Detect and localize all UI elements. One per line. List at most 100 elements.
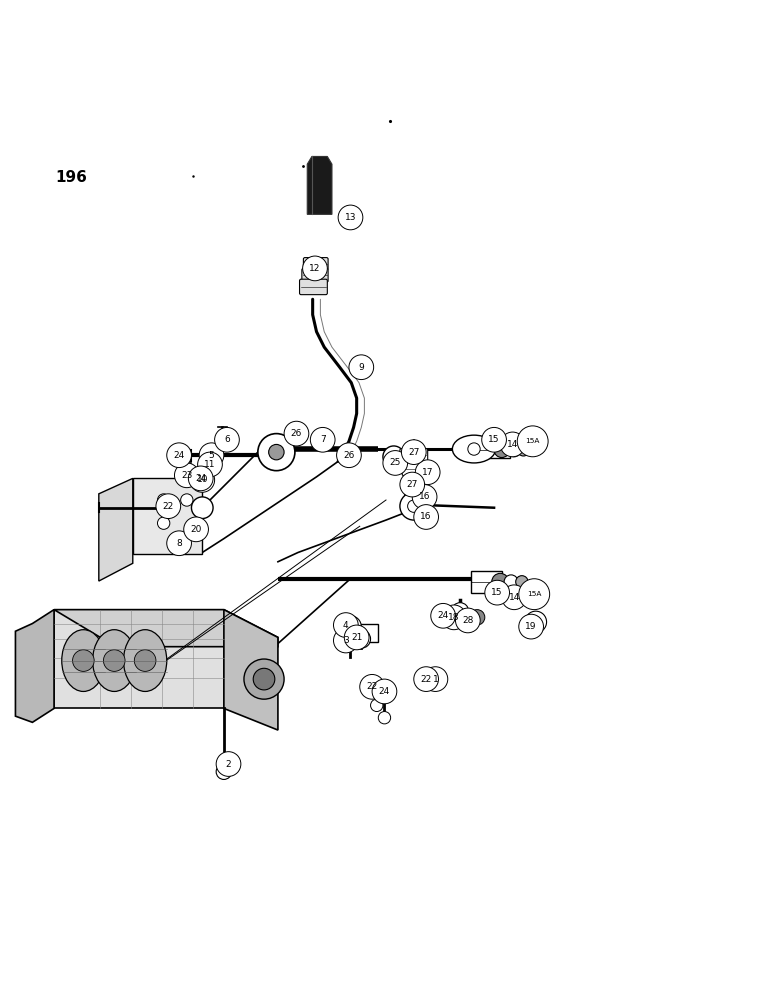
Circle shape [340,616,361,637]
FancyBboxPatch shape [402,463,425,476]
Circle shape [494,442,510,458]
Circle shape [482,427,506,452]
Circle shape [455,608,480,633]
Text: 28: 28 [462,616,473,625]
Text: 24: 24 [438,611,449,620]
Circle shape [468,443,480,455]
Circle shape [400,472,425,497]
Circle shape [412,485,437,509]
Text: 15: 15 [492,588,503,597]
Text: 24: 24 [174,451,185,460]
Circle shape [516,576,528,588]
Circle shape [134,650,156,671]
Text: 5: 5 [208,451,215,460]
FancyBboxPatch shape [404,476,424,487]
Circle shape [502,585,527,610]
Text: 19: 19 [526,622,537,631]
Circle shape [349,355,374,380]
Text: 10: 10 [197,475,208,484]
Text: 7: 7 [320,435,326,444]
Ellipse shape [452,435,496,463]
Text: 11: 11 [205,460,215,469]
Text: 26: 26 [344,451,354,460]
Circle shape [103,650,125,671]
Circle shape [383,446,405,468]
Polygon shape [54,610,224,708]
Text: 15A: 15A [527,591,541,597]
Circle shape [157,494,170,506]
Circle shape [492,573,509,590]
Text: 25: 25 [390,458,401,467]
Circle shape [73,650,94,671]
Text: 15: 15 [489,435,499,444]
Text: 8: 8 [176,539,182,548]
Circle shape [244,659,284,699]
Circle shape [378,712,391,724]
Circle shape [360,674,384,699]
Text: 1: 1 [432,675,438,684]
Circle shape [500,432,525,457]
Circle shape [414,667,438,691]
Circle shape [284,421,309,446]
Circle shape [190,468,215,492]
Circle shape [198,452,222,477]
Circle shape [258,434,295,471]
Text: 14: 14 [507,440,518,449]
FancyBboxPatch shape [302,268,328,282]
Circle shape [334,628,358,653]
Circle shape [372,679,397,704]
Circle shape [442,605,466,630]
Circle shape [338,205,363,230]
Circle shape [334,613,358,637]
Text: 26: 26 [291,429,302,438]
Text: 22: 22 [421,675,432,684]
Circle shape [400,492,428,520]
Circle shape [191,497,213,519]
Text: 14: 14 [509,593,520,602]
Polygon shape [307,156,332,214]
Circle shape [156,494,181,519]
Text: 2: 2 [225,760,232,769]
Text: 21: 21 [351,633,362,642]
Circle shape [352,630,371,648]
Text: 18: 18 [449,613,459,622]
Polygon shape [471,571,502,593]
Text: 17: 17 [422,468,433,477]
Polygon shape [344,624,378,642]
Circle shape [337,443,361,468]
Circle shape [423,667,448,691]
Circle shape [157,517,170,529]
Text: 22: 22 [163,502,174,511]
Circle shape [216,764,232,779]
Ellipse shape [93,630,136,691]
Circle shape [517,426,548,457]
Circle shape [216,752,241,776]
Circle shape [199,443,224,468]
FancyBboxPatch shape [303,258,328,270]
Ellipse shape [124,630,167,691]
Polygon shape [224,610,278,730]
Text: 20: 20 [191,525,201,534]
Circle shape [344,625,369,650]
Circle shape [167,443,191,468]
Circle shape [469,610,485,625]
Circle shape [303,256,327,281]
Circle shape [389,452,398,461]
Text: 24: 24 [195,474,206,483]
Circle shape [188,466,213,491]
Circle shape [414,505,438,529]
Text: 27: 27 [407,480,418,489]
Circle shape [401,440,426,464]
Circle shape [431,603,455,628]
Circle shape [519,614,543,639]
Text: 12: 12 [310,264,320,273]
Circle shape [408,500,420,512]
Circle shape [525,611,547,633]
Text: 27: 27 [408,448,419,457]
Text: 23: 23 [181,471,192,480]
Polygon shape [15,610,54,722]
FancyBboxPatch shape [400,449,428,462]
Circle shape [519,579,550,610]
Circle shape [181,494,193,506]
Circle shape [167,531,191,556]
